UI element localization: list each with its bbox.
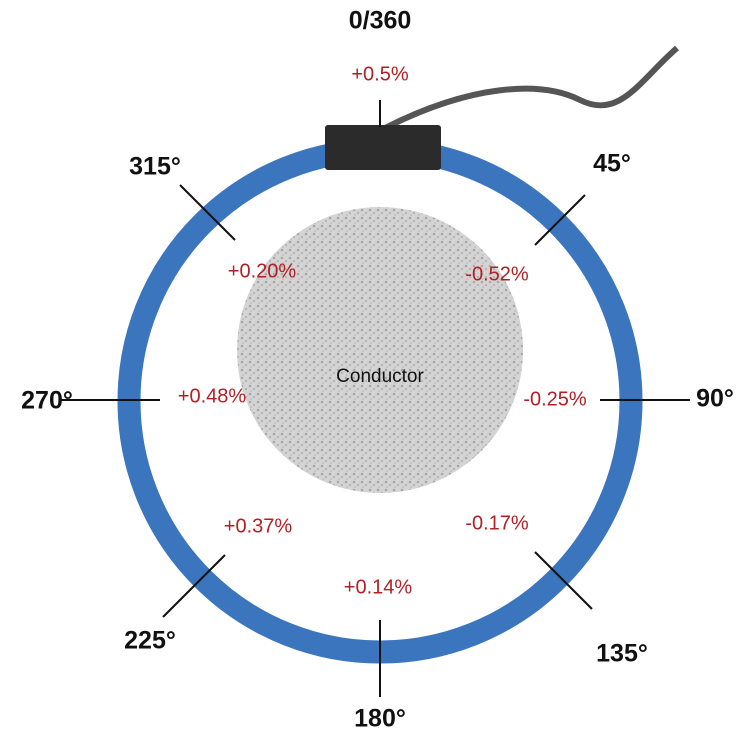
error-value: +0.14% bbox=[344, 576, 413, 598]
error-value: +0.48% bbox=[178, 385, 247, 407]
angle-label: 90° bbox=[696, 385, 734, 413]
error-value: -0.25% bbox=[523, 388, 587, 410]
conductor-label: Conductor bbox=[336, 366, 424, 387]
error-value: +0.20% bbox=[228, 260, 297, 282]
error-value: +0.37% bbox=[224, 515, 293, 537]
ticks bbox=[60, 100, 690, 697]
cable bbox=[383, 45, 679, 131]
tick bbox=[162, 554, 226, 618]
error-value: -0.17% bbox=[465, 512, 529, 534]
angle-label: 270° bbox=[21, 387, 73, 415]
error-value: +0.5% bbox=[351, 63, 408, 85]
angle-label: 0/360 bbox=[349, 7, 412, 35]
angle-label: 180° bbox=[354, 705, 406, 733]
conductor bbox=[237, 207, 523, 493]
labels: 0/360 +0.5% 45° -0.52% 90° -0.25% 135° -0.17% 18… bbox=[21, 7, 734, 733]
tick bbox=[179, 184, 236, 241]
tick bbox=[534, 551, 593, 610]
error-value: -0.52% bbox=[465, 263, 529, 285]
angle-label: 45° bbox=[593, 150, 631, 178]
angle-label: 225° bbox=[124, 627, 176, 655]
sensor-head bbox=[325, 125, 441, 170]
tick bbox=[534, 194, 586, 246]
angle-label: 315° bbox=[129, 153, 181, 181]
angle-label: 135° bbox=[596, 640, 648, 668]
